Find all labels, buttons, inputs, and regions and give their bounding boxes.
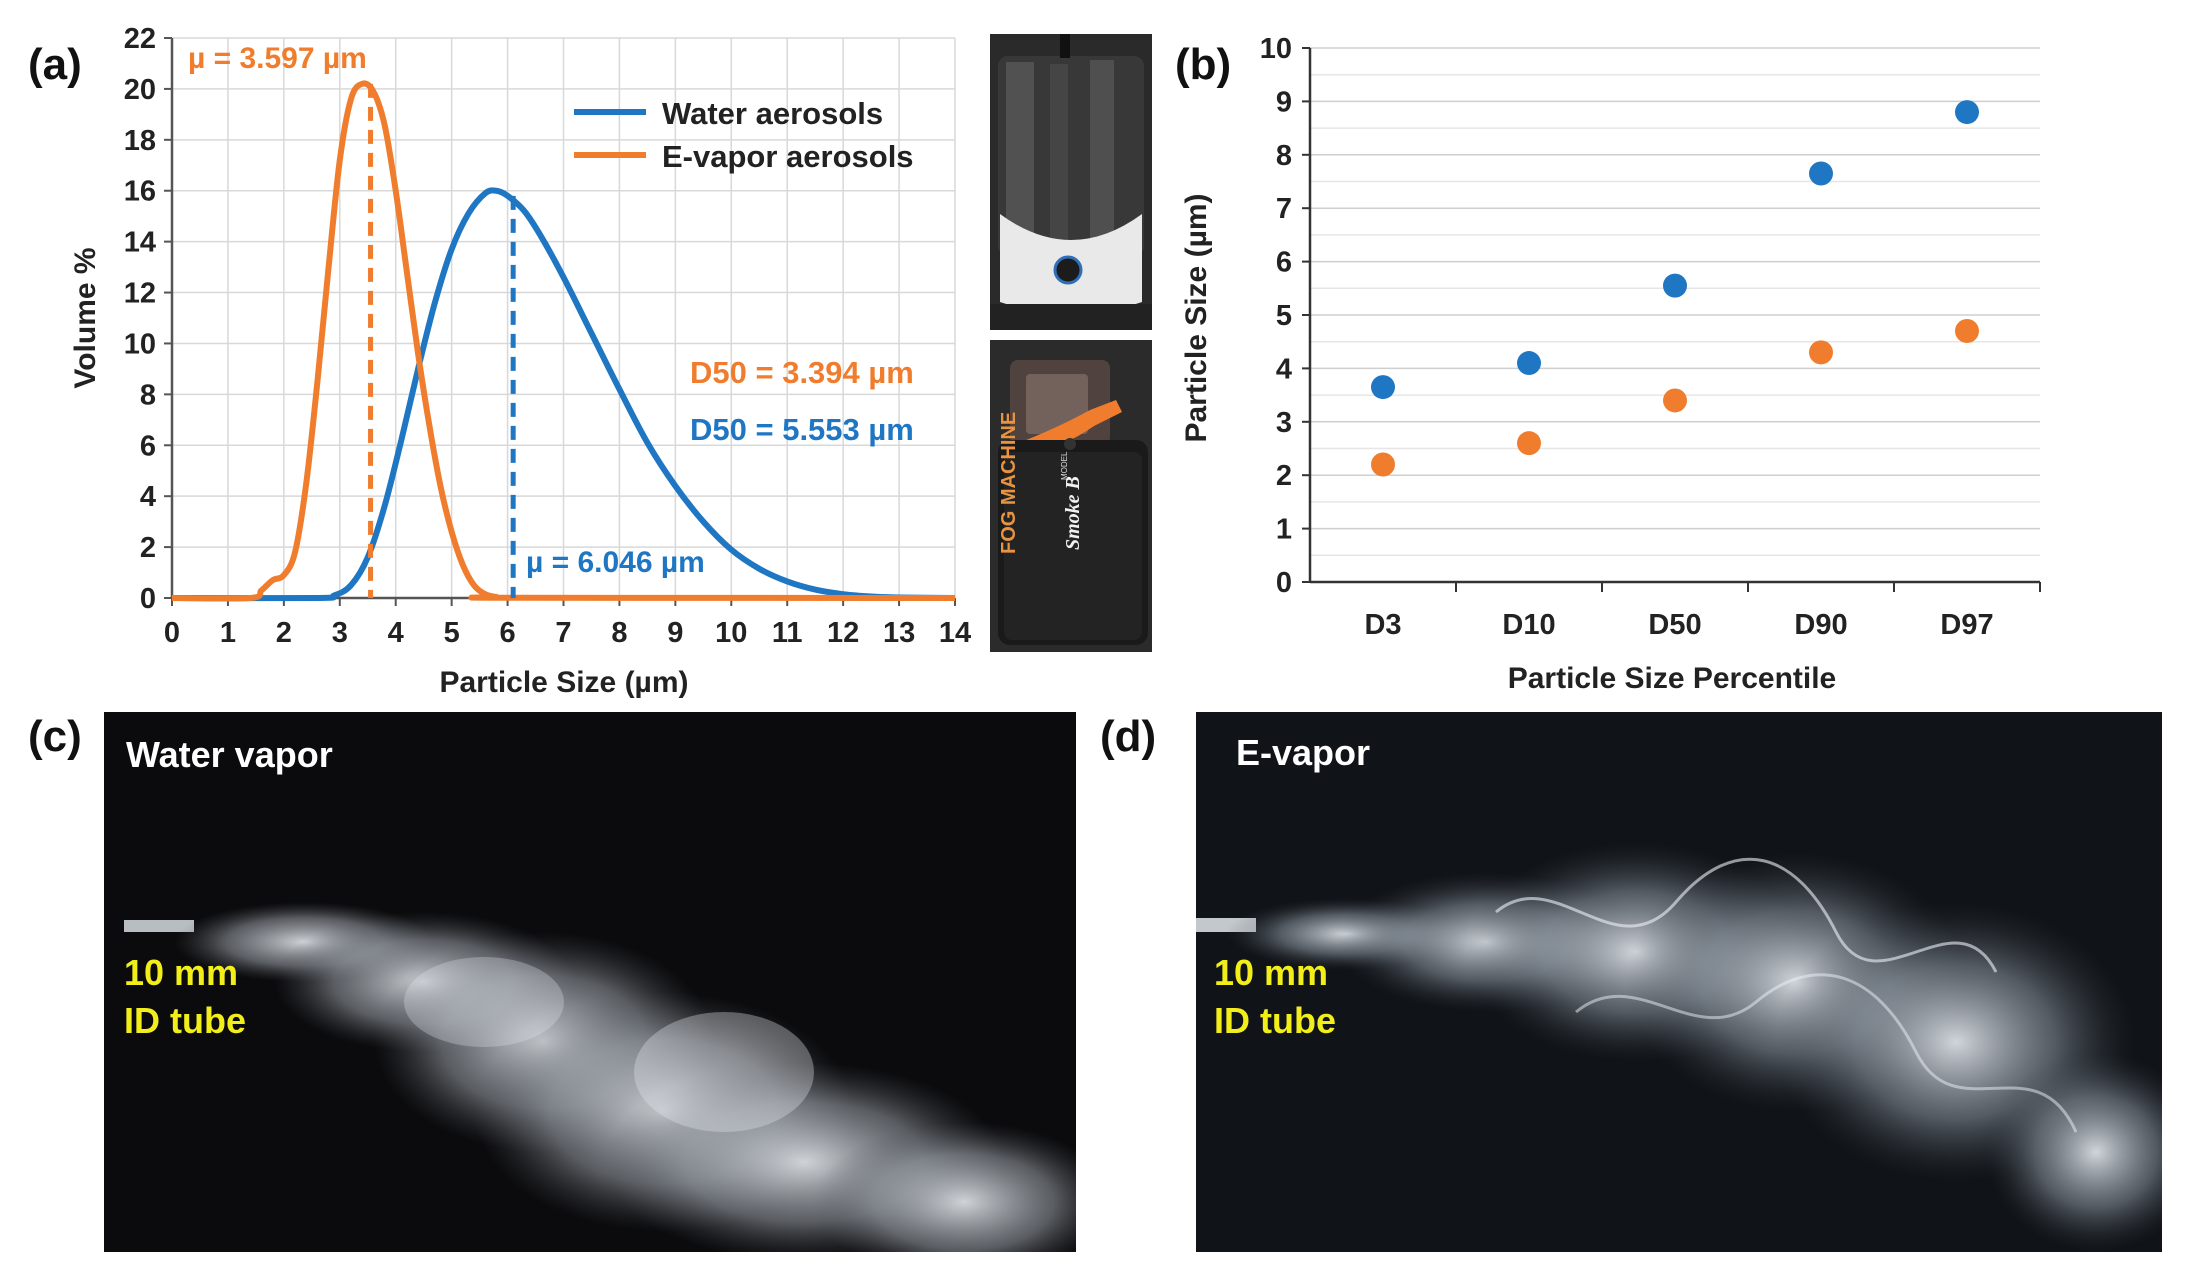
panel-label-a: (a) [28,40,82,89]
chart-a-ytick-label: 8 [140,379,156,411]
percentile-scatter-chart: 0 1 2 3 4 5 6 7 8 9 10 D3 D10 D50 D90 D97 Particle Size… [1180,33,2041,695]
point-water-d10 [1517,351,1541,376]
water-tube-label-line1: 10 mm [124,952,239,993]
chart-a-xtick-label: 7 [555,617,571,649]
evapor-tube-label-line2: ID tube [1214,1000,1336,1041]
chart-b-ytick-label: 0 [1276,567,1292,599]
chart-a-xtick-label: 13 [883,617,915,649]
point-evapor-d97 [1955,319,1979,344]
chart-b-xtick-label: D3 [1364,609,1401,641]
point-water-d3 [1371,375,1395,400]
chart-a-ytick-label: 4 [140,481,156,513]
chart-b-ytick-label: 6 [1276,247,1292,279]
series-line-water [171,187,956,602]
chart-a-ylabel: Volume % [69,247,102,388]
panel-label-b: (b) [1175,40,1232,89]
water-vapor-caption: Water vapor [126,734,333,775]
chart-a-xtick-label: 1 [220,617,236,649]
chart-a-ytick-label: 14 [124,227,156,259]
point-evapor-d50 [1663,388,1687,413]
chart-b-points [1371,100,1979,477]
legend-label-evapor: E-vapor aerosols [662,139,914,174]
humidifier-photo [990,34,1152,330]
chart-a-xtick-label: 6 [500,617,516,649]
chart-b-ytick-label: 10 [1260,33,1292,65]
fog-machine-brand: FOG MACHINE [998,411,1020,554]
marker-label-water-mean: µ = 6.046 µm [526,546,705,579]
chart-a-ytick-label: 16 [124,176,156,208]
chart-b-xtick-label: D10 [1502,609,1555,641]
chart-b-grid [1310,47,2040,583]
particle-size-distribution-chart: 0 1 2 3 4 5 6 7 8 9 10 11 12 13 140246810121416182022 … [69,23,971,699]
water-tube-label-line2: ID tube [124,1000,246,1041]
chart-b-xtick-label: D90 [1794,609,1847,641]
chart-a-legend: Water aerosols E-vapor aerosols [574,96,914,174]
chart-a-xtick-label: 5 [444,617,460,649]
chart-a-xtick-label: 14 [939,617,971,649]
fog-machine-photo: FOG MACHINE MODEL Smoke B [990,340,1152,652]
chart-b-ytick-label: 2 [1276,460,1292,492]
annotation-d50-evapor: D50 = 3.394 µm [690,355,914,390]
point-water-d50 [1663,273,1687,298]
fog-machine-button-icon [1064,438,1076,450]
evapor-tube-label-line1: 10 mm [1214,952,1329,993]
chart-b-ylabel: Particle Size (µm) [1180,193,1213,442]
chart-a-series [171,80,956,602]
point-evapor-d3 [1371,452,1395,477]
chart-a-ytick-label: 6 [140,430,156,462]
chart-b-axes [1302,47,2041,592]
point-evapor-d90 [1809,340,1833,365]
chart-a-ytick-label: 20 [124,74,156,106]
point-water-d90 [1809,161,1833,186]
chart-a-ytick-label: 2 [140,532,156,564]
chart-b-ytick-label: 9 [1276,86,1292,118]
chart-a-xlabel: Particle Size (µm) [439,666,688,699]
chart-a-xtick-label: 8 [611,617,627,649]
chart-a-xtick-label: 2 [276,617,292,649]
chart-a-xtick-label: 4 [388,617,404,649]
chart-a-ytick-label: 12 [124,278,156,310]
marker-label-evapor-mean: µ = 3.597 µm [188,42,367,75]
chart-a-ytick-label: 18 [124,125,156,157]
legend-label-water: Water aerosols [662,96,883,131]
chart-b-tick-labels: 0 1 2 3 4 5 6 7 8 9 10 D3 D10 D50 D90 D97 [1260,33,1994,641]
chart-b-ytick-label: 4 [1276,353,1292,385]
point-evapor-d10 [1517,431,1541,456]
chart-a-ytick-label: 0 [140,583,156,615]
chart-b-xtick-label: D50 [1648,609,1701,641]
chart-a-markers [368,83,516,598]
chart-a-xtick-label: 9 [667,617,683,649]
humidifier-knob-icon [1053,255,1083,285]
point-water-d97 [1955,100,1979,125]
chart-a-ytick-label: 22 [124,23,156,55]
fog-machine-model: Smoke B [1062,476,1084,550]
chart-b-xtick-label: D97 [1940,609,1993,641]
chart-b-ytick-label: 7 [1276,193,1292,225]
panel-label-d: (d) [1100,712,1157,761]
chart-a-xtick-label: 0 [164,617,180,649]
chart-a-xtick-label: 11 [772,617,803,649]
chart-a-xtick-label: 10 [715,617,747,649]
chart-b-xlabel: Particle Size Percentile [1508,662,1837,695]
chart-b-ytick-label: 5 [1276,300,1292,332]
chart-b-ytick-label: 1 [1276,514,1292,546]
e-vapor-photo: E-vapor 10 mm ID tube [1196,712,2162,1252]
e-vapor-caption: E-vapor [1236,732,1371,773]
water-vapor-photo: Water vapor 10 mm ID tube [104,712,1076,1252]
annotation-d50-water: D50 = 5.553 µm [690,412,914,447]
chart-b-ytick-label: 8 [1276,140,1292,172]
chart-a-xtick-label: 3 [332,617,348,649]
series-line-evapor [171,80,956,602]
panel-label-c: (c) [28,712,82,761]
chart-a-xtick-label: 12 [827,617,859,649]
chart-a-ytick-label: 10 [124,328,156,360]
chart-b-ytick-label: 3 [1276,407,1292,439]
